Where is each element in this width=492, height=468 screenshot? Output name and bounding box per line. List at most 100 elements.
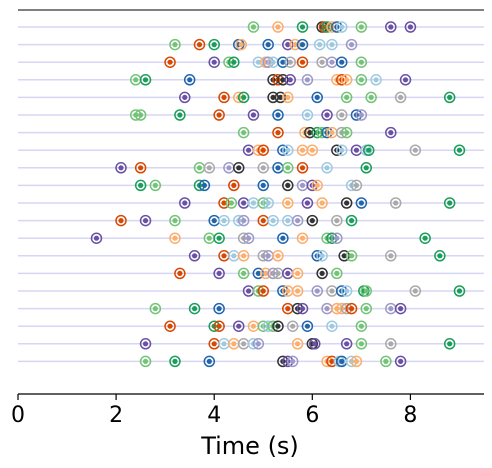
data-point — [340, 91, 353, 104]
data-point — [434, 250, 446, 262]
point-dot — [307, 130, 313, 136]
point-dot — [226, 165, 232, 171]
point-dot — [238, 42, 244, 48]
point-dot — [285, 218, 291, 224]
point-dot — [388, 306, 394, 312]
data-point — [115, 162, 127, 174]
point-dot — [142, 358, 149, 364]
point-dot — [312, 341, 318, 347]
point-dot — [177, 270, 183, 276]
data-point — [228, 179, 240, 192]
point-ring — [139, 355, 152, 368]
point-dot — [260, 218, 266, 224]
data-point — [340, 285, 353, 297]
point-ring — [360, 302, 373, 315]
point-ring — [443, 338, 456, 350]
point-dot — [172, 218, 178, 224]
point-dot — [358, 323, 364, 329]
data-point — [139, 355, 152, 368]
point-dot — [211, 59, 217, 65]
data-point — [296, 56, 309, 68]
point-ring — [139, 74, 152, 86]
point-dot — [231, 182, 237, 188]
point-dot — [167, 59, 173, 65]
point-dot — [334, 235, 340, 241]
data-point — [385, 338, 397, 350]
data-point — [242, 232, 255, 244]
point-ring — [306, 214, 319, 227]
point-ring — [134, 162, 147, 174]
point-dot — [295, 288, 301, 294]
point-ring — [355, 21, 368, 33]
point-dot — [221, 341, 227, 347]
point-ring — [301, 320, 314, 332]
data-point — [284, 74, 296, 86]
point-dot — [299, 59, 306, 65]
point-dot — [314, 182, 320, 188]
data-point — [345, 250, 358, 262]
point-dot — [241, 94, 247, 100]
point-dot — [275, 323, 281, 329]
point-dot — [295, 270, 301, 276]
data-point — [301, 74, 314, 86]
point-ring — [286, 355, 299, 368]
data-point — [404, 21, 417, 33]
point-ring — [301, 197, 314, 209]
data-point — [362, 144, 375, 156]
point-ring — [434, 250, 446, 262]
data-point — [385, 126, 397, 139]
point-dot — [319, 59, 325, 65]
data-point — [282, 144, 294, 156]
point-dot — [412, 288, 418, 294]
point-dot — [172, 358, 178, 364]
point-dot — [142, 341, 149, 347]
point-ring — [237, 91, 250, 104]
point-dot — [334, 270, 340, 276]
point-dot — [363, 288, 369, 294]
point-dot — [270, 94, 276, 100]
point-dot — [280, 77, 286, 83]
point-ring — [385, 338, 397, 350]
point-ring — [188, 302, 201, 315]
point-dot — [255, 341, 261, 347]
point-dot — [250, 200, 257, 206]
data-point — [286, 355, 299, 368]
point-ring — [267, 214, 279, 227]
data-point — [257, 144, 270, 156]
point-ring — [286, 320, 299, 332]
point-ring — [331, 232, 343, 244]
point-ring — [306, 144, 319, 156]
point-dot — [118, 165, 124, 171]
point-dot — [93, 235, 100, 241]
point-dot — [216, 112, 222, 118]
point-dot — [456, 288, 463, 294]
data-point — [360, 162, 373, 174]
point-dot — [344, 94, 350, 100]
point-dot — [388, 341, 394, 347]
data-point — [208, 38, 220, 51]
point-dot — [255, 270, 261, 276]
point-ring — [350, 355, 363, 368]
point-ring — [213, 109, 225, 121]
data-point — [134, 109, 147, 121]
point-dot — [353, 358, 360, 364]
point-dot — [447, 200, 453, 206]
point-ring — [213, 267, 225, 280]
data-point — [316, 197, 328, 209]
point-dot — [255, 59, 261, 65]
point-dot — [317, 42, 323, 48]
point-dot — [368, 94, 374, 100]
point-dot — [280, 235, 286, 241]
data-point — [296, 162, 309, 174]
data-point — [262, 38, 274, 51]
point-dot — [275, 112, 281, 118]
point-dot — [177, 112, 183, 118]
point-dot — [304, 200, 311, 206]
point-ring — [164, 320, 176, 332]
point-dot — [412, 147, 418, 153]
point-ring — [272, 21, 284, 33]
data-point — [179, 91, 191, 104]
point-ring — [257, 144, 270, 156]
point-ring — [443, 197, 456, 209]
